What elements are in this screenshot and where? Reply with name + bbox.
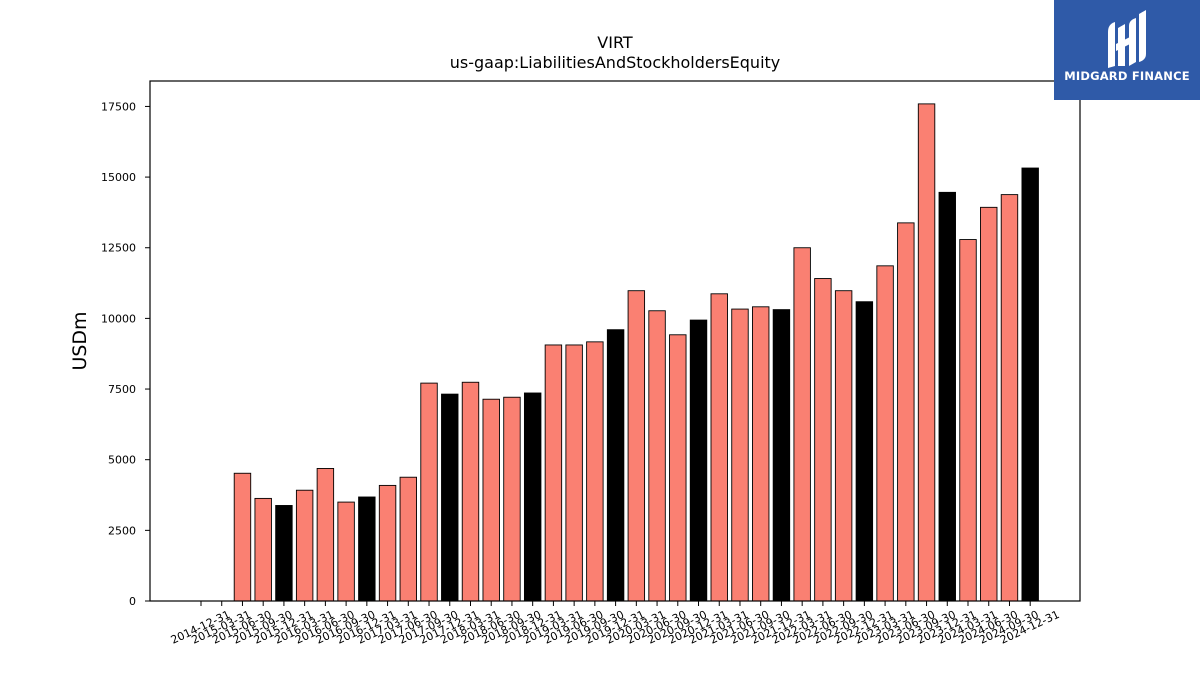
bar-2023-09-30 <box>917 103 936 602</box>
bar-2022-09-30 <box>834 290 853 602</box>
bar-2020-09-30 <box>669 334 687 602</box>
bar-2023-06-30 <box>897 222 915 602</box>
bar-2016-03-31 <box>295 489 314 602</box>
bar-2021-03-31 <box>710 293 728 602</box>
bars <box>233 103 1039 602</box>
bar-2016-09-30 <box>337 501 355 602</box>
bar-2018-12-31 <box>523 392 542 602</box>
bar-2016-06-30 <box>316 468 335 602</box>
bar-2020-03-31 <box>627 290 646 602</box>
bar-2021-12-31 <box>772 309 791 602</box>
y-tick-label: 10000 <box>101 312 136 325</box>
midgard-finance-logo: MIDGARD FINANCE <box>1054 0 1200 100</box>
bar-2023-03-31 <box>876 265 894 602</box>
bar-2022-03-31 <box>793 247 811 602</box>
x-axis: 2014-12-312015-03-312015-06-302015-09-30… <box>169 601 1061 647</box>
chart-subtitle: us-gaap:LiabilitiesAndStockholdersEquity <box>450 53 781 72</box>
bar-2024-12-31 <box>1021 167 1039 602</box>
bar-2020-12-31 <box>689 319 708 602</box>
y-axis-label: USDm <box>69 311 91 370</box>
bar-2017-03-31 <box>378 484 397 602</box>
bar-2016-12-31 <box>358 496 376 602</box>
bar-2015-06-30 <box>233 472 252 602</box>
bar-2019-03-31 <box>544 344 563 602</box>
y-tick-label: 5000 <box>108 454 136 467</box>
bar-2024-03-31 <box>959 239 977 602</box>
bar-2018-03-31 <box>461 381 480 602</box>
bar-2018-09-30 <box>503 396 521 602</box>
y-tick-label: 17500 <box>101 100 136 113</box>
y-tick-label: 12500 <box>101 242 136 255</box>
bar-2021-06-30 <box>731 308 749 602</box>
bar-2020-06-30 <box>648 310 666 602</box>
bar-2022-06-30 <box>814 278 832 602</box>
y-axis: 0 2500 5000 7500 10000 12500 15000 17500 <box>101 100 150 608</box>
bar-2022-12-31 <box>855 301 874 602</box>
logo-text: MIDGARD FINANCE <box>1064 69 1190 83</box>
bar-2024-09-30 <box>1000 194 1019 602</box>
bar-2017-06-30 <box>399 476 417 602</box>
bar-2023-12-31 <box>938 191 956 602</box>
y-tick-label: 15000 <box>101 171 136 184</box>
plot-frame <box>149 80 1081 602</box>
bar-2018-06-30 <box>482 398 500 602</box>
y-tick-label: 2500 <box>108 524 136 537</box>
bar-2024-06-30 <box>980 206 998 602</box>
y-tick-label: 7500 <box>108 383 136 396</box>
logo-mark-icon <box>1108 10 1146 68</box>
bar-2015-12-31 <box>275 505 293 602</box>
bar-2017-12-31 <box>441 393 459 602</box>
bar-2019-06-30 <box>565 344 583 602</box>
bar-2017-09-30 <box>420 382 438 602</box>
chart-title: VIRT <box>597 33 633 52</box>
bar-2021-09-30 <box>752 306 770 602</box>
bar-2019-12-31 <box>606 329 625 602</box>
bar-2019-09-30 <box>586 341 604 602</box>
y-tick-label: 0 <box>129 595 136 608</box>
bar-2015-09-30 <box>254 497 272 602</box>
